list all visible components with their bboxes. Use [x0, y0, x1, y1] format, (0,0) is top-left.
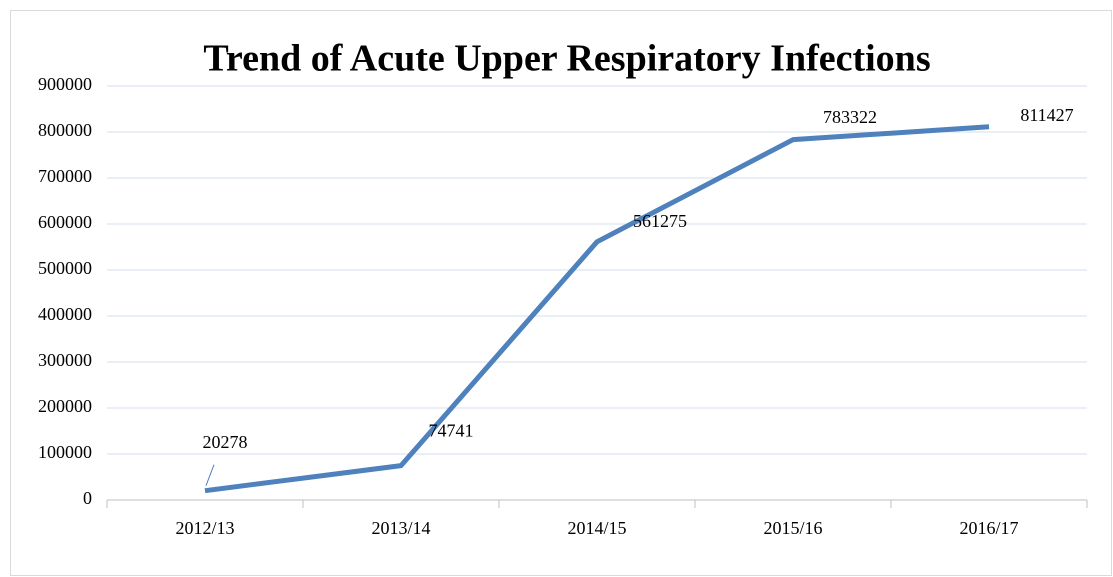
x-tick-label: 2014/15	[567, 518, 626, 538]
y-tick-label: 400000	[38, 304, 92, 324]
data-label: 561275	[633, 211, 687, 231]
data-label: 811427	[1020, 105, 1073, 125]
chart-title: Trend of Acute Upper Respiratory Infecti…	[203, 38, 930, 80]
y-tick-label: 0	[83, 488, 92, 508]
x-tick-label: 2013/14	[371, 518, 430, 538]
x-tick-label: 2016/17	[959, 518, 1018, 538]
y-tick-label: 200000	[38, 396, 92, 416]
leader-line	[205, 464, 215, 486]
data-label: 20278	[203, 432, 248, 452]
y-tick-label: 900000	[38, 74, 92, 94]
y-tick-label: 600000	[38, 212, 92, 232]
data-label: 783322	[823, 107, 877, 127]
y-tick-label: 300000	[38, 350, 92, 370]
y-tick-label: 700000	[38, 166, 92, 186]
y-tick-label: 500000	[38, 258, 92, 278]
x-tick-label: 2012/13	[175, 518, 234, 538]
y-tick-label: 800000	[38, 120, 92, 140]
data-line	[204, 124, 990, 494]
data-label: 74741	[429, 421, 474, 441]
x-tick-label: 2015/16	[763, 518, 822, 538]
y-tick-label: 100000	[38, 442, 92, 462]
chart-frame	[10, 10, 1112, 576]
